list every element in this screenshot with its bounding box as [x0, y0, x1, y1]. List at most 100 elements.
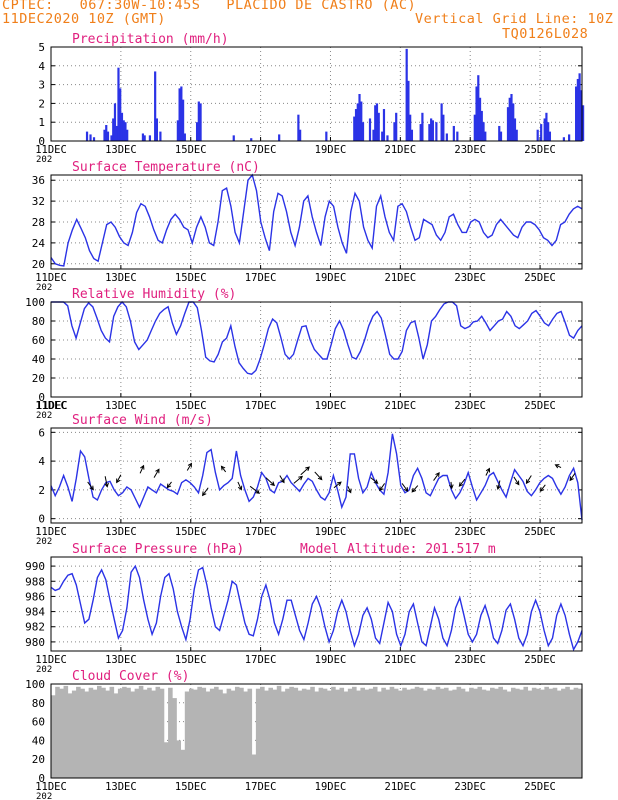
cloud-bar	[485, 690, 491, 778]
cloud-bar	[184, 691, 190, 778]
precip-bar	[580, 90, 583, 141]
cloud-bar	[573, 687, 579, 778]
precip-bar	[117, 67, 120, 141]
panel-title: Cloud Cover (%)	[72, 669, 189, 684]
cloud-bar	[452, 689, 457, 778]
cloud-bar	[159, 688, 165, 778]
cloud-bar	[523, 686, 529, 778]
x-tick-label: 17DEC	[245, 654, 277, 666]
cloud-bar	[247, 688, 253, 778]
wind-vector	[379, 483, 386, 492]
panel-frame	[50, 556, 583, 652]
y-tick-label: 60	[32, 334, 45, 347]
precip-bar	[278, 134, 281, 141]
y-tick-label: 40	[32, 353, 45, 366]
y-tick-label: 80	[32, 697, 45, 710]
precip-bar	[409, 114, 412, 141]
cloud-bar	[293, 687, 299, 778]
precip-bar	[141, 133, 145, 141]
precip-bar	[430, 118, 433, 141]
cloud-bar	[494, 688, 499, 778]
cloud-bar	[444, 687, 449, 778]
wind-vector	[347, 486, 352, 494]
cloud-bar	[101, 687, 106, 778]
cloud-bar	[548, 688, 554, 778]
y-tick-label: 28	[32, 216, 45, 229]
panel-title: Precipitation (mm/h)	[72, 32, 229, 47]
x-tick-label: 13DEC	[105, 144, 137, 156]
cloud-bar	[577, 688, 583, 778]
precip-bar	[250, 138, 253, 141]
cloud-bar	[569, 689, 575, 778]
cloud-bar	[515, 688, 520, 778]
precip-bar	[361, 122, 365, 141]
panel-title: Relative Humidity (%)	[72, 287, 236, 302]
x-tick-label: 15DEC	[175, 654, 207, 666]
cloud-bar	[272, 689, 278, 778]
y-tick-label: 1	[38, 116, 45, 129]
cloud-bar	[234, 686, 240, 778]
cloud-bar	[201, 687, 207, 778]
y-tick-label: 982	[25, 621, 45, 634]
x-tick-label: 23DEC	[454, 654, 486, 666]
wind-vector	[485, 467, 491, 476]
cloud-bar	[76, 686, 81, 778]
cloud-bar	[347, 688, 353, 778]
precip-bar	[543, 118, 546, 141]
cloud-bar	[418, 687, 424, 778]
cloud-bar	[510, 687, 516, 778]
wind-vector	[104, 476, 109, 488]
y-tick-label: 24	[32, 237, 46, 250]
precip-bar	[506, 107, 510, 141]
x-tick-label: 13DEC	[105, 400, 137, 412]
x-tick-label: 23DEC	[454, 400, 486, 412]
cloud-bar	[218, 689, 223, 778]
cloud-bar	[268, 687, 273, 778]
x-tick-label: 21DEC	[385, 526, 417, 538]
cloud-bar	[360, 687, 365, 778]
cloud-bar	[402, 687, 407, 778]
precip-bar	[159, 131, 162, 141]
x-tick-label: 25DEC	[524, 526, 556, 538]
wind-vector	[201, 487, 209, 497]
wind-vector	[401, 483, 409, 492]
series-line	[50, 564, 583, 652]
wind-vector	[265, 477, 276, 487]
cloud-bar	[297, 690, 303, 778]
wind-vector	[554, 464, 562, 469]
precip-bar	[480, 110, 483, 141]
x-tick-year-stub: 202	[36, 792, 52, 800]
cloud-bar	[142, 689, 148, 778]
cloud-bar	[255, 688, 261, 778]
wind-vector	[300, 466, 310, 476]
y-tick-label: 3	[38, 79, 45, 92]
cloud-bar	[331, 686, 336, 778]
precip-bar	[176, 120, 179, 141]
x-tick-year-stub: 202	[36, 283, 52, 293]
x-tick-label: 25DEC	[524, 654, 556, 666]
cloud-bar	[63, 685, 69, 778]
cloud-bar	[151, 690, 156, 778]
x-tick-label: 13DEC	[105, 781, 137, 793]
precip-bar	[562, 137, 565, 141]
y-tick-label: 2	[38, 97, 45, 110]
cloud-bar	[356, 690, 361, 778]
cloud-bar	[464, 691, 470, 778]
cloud-bar	[477, 686, 483, 778]
cloud-bar	[306, 689, 311, 778]
wind-vector	[448, 481, 454, 490]
wind-vector	[496, 480, 501, 490]
header-datetime: 11DEC2020 10Z (GMT)	[2, 11, 166, 27]
precip-bar	[582, 105, 585, 141]
cloud-bar	[147, 687, 152, 778]
x-tick-label: 19DEC	[315, 400, 347, 412]
x-tick-label: 19DEC	[315, 654, 347, 666]
x-tick-label: 19DEC	[315, 144, 347, 156]
precip-bar	[578, 73, 581, 141]
precip-bar	[510, 94, 513, 141]
wind-vector	[433, 471, 440, 481]
y-tick-label: 0	[38, 135, 45, 148]
cloud-bar	[385, 689, 391, 778]
cloud-bar	[92, 689, 98, 778]
